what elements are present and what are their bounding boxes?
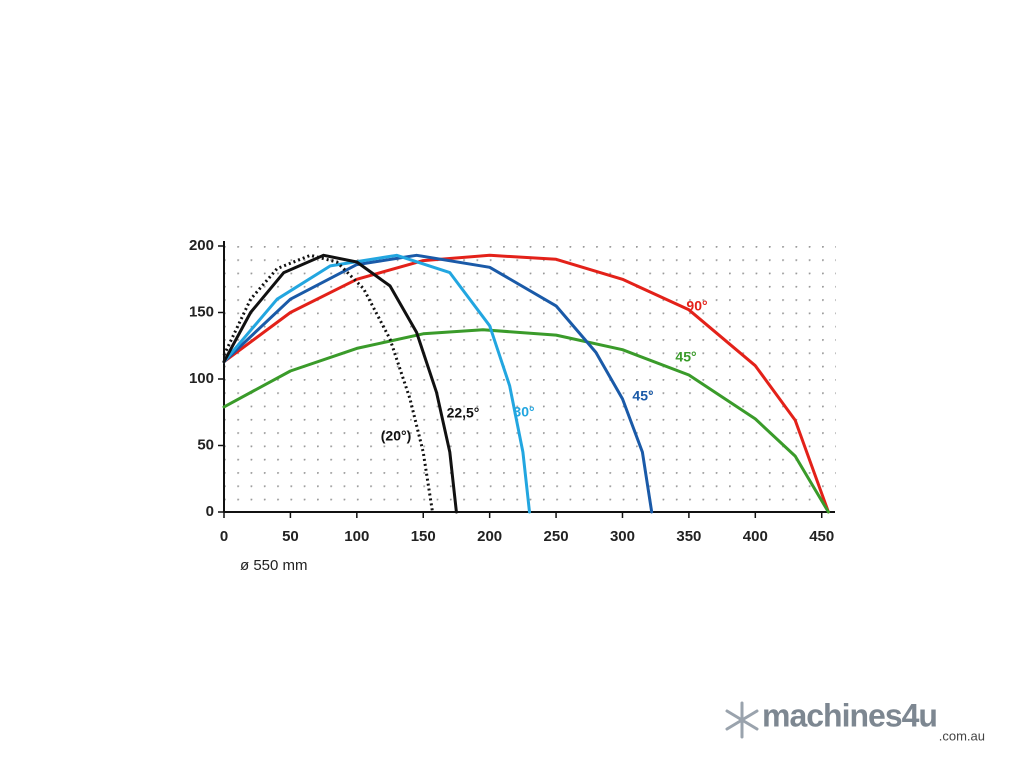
series-label: 90° <box>686 298 707 314</box>
x-tick-label: 350 <box>676 528 701 545</box>
series-label: 22,5° <box>447 405 480 421</box>
series-line <box>222 253 830 514</box>
y-tick-label: 50 <box>197 436 214 453</box>
x-tick-label: 200 <box>477 528 502 545</box>
series-label: 30° <box>513 404 534 420</box>
series-line <box>222 253 458 514</box>
x-tick-label: 300 <box>610 528 635 545</box>
series-line <box>222 253 531 514</box>
series-label: (20°) <box>381 428 412 444</box>
x-tick-label: 50 <box>282 528 299 545</box>
x-tick-label: 250 <box>544 528 569 545</box>
x-tick-label: 450 <box>809 528 834 545</box>
logo-brand: machines4u <box>762 697 937 733</box>
x-tick-label: 100 <box>344 528 369 545</box>
y-tick-label: 0 <box>206 503 214 520</box>
logo-domain: .com.au <box>939 728 985 743</box>
x-axis-label: ø 550 mm <box>240 557 308 574</box>
y-tick-label: 150 <box>189 303 214 320</box>
y-tick-label: 100 <box>189 370 214 387</box>
series-line <box>222 253 654 514</box>
series-label: 45° <box>632 388 653 404</box>
series-line <box>222 328 830 514</box>
x-tick-label: 150 <box>411 528 436 545</box>
x-tick-label: 0 <box>220 528 228 545</box>
series-label: 45° <box>675 349 696 365</box>
y-tick-label: 200 <box>189 237 214 254</box>
logo: machines4u .com.au <box>725 697 985 743</box>
series-line <box>222 253 434 513</box>
x-tick-label: 400 <box>743 528 768 545</box>
dot-grid <box>224 243 836 512</box>
